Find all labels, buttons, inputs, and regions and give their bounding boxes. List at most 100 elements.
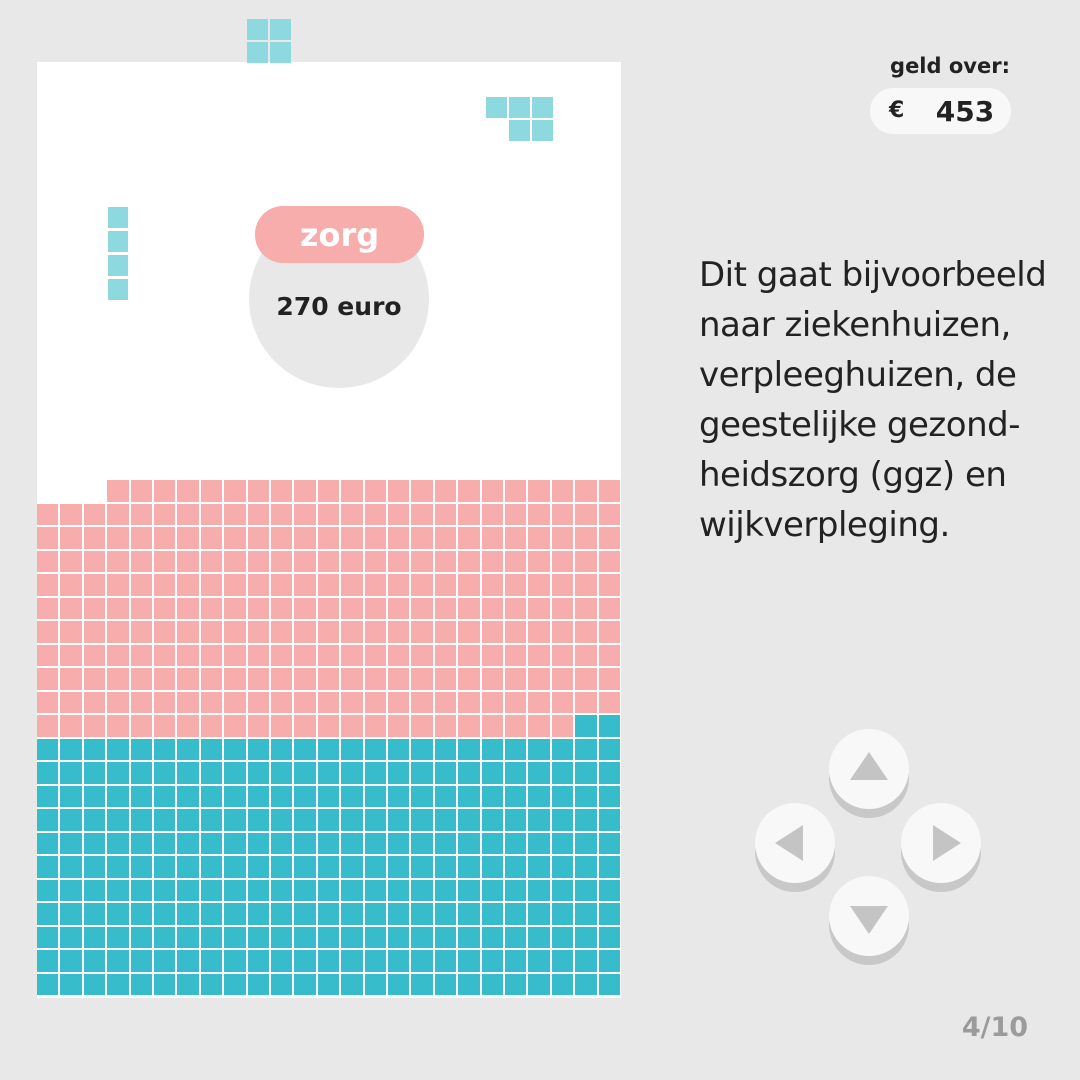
zorg-block bbox=[247, 597, 269, 619]
falling-piece-block bbox=[247, 19, 268, 40]
zorg-block bbox=[200, 621, 223, 643]
zorg-block bbox=[481, 691, 503, 713]
zorg-block bbox=[83, 621, 106, 643]
zorg-block bbox=[341, 691, 363, 713]
zorg-block bbox=[224, 644, 246, 666]
zorg-block bbox=[224, 480, 246, 502]
stack-block bbox=[177, 832, 199, 854]
zorg-block bbox=[481, 503, 503, 525]
stack-block bbox=[294, 856, 316, 878]
stack-block bbox=[364, 762, 386, 784]
stack-block bbox=[575, 973, 597, 995]
stack-block bbox=[481, 738, 503, 760]
left-button[interactable] bbox=[755, 803, 835, 883]
zorg-block bbox=[154, 550, 176, 572]
zorg-block bbox=[60, 668, 82, 690]
right-button[interactable] bbox=[901, 803, 981, 883]
falling-piece-block bbox=[486, 97, 507, 118]
stack-block bbox=[341, 785, 363, 807]
zorg-block bbox=[37, 574, 59, 596]
zorg-block bbox=[551, 480, 574, 502]
stack-block bbox=[224, 903, 246, 925]
stack-block bbox=[551, 762, 574, 784]
zorg-block bbox=[551, 644, 574, 666]
zorg-block bbox=[575, 550, 597, 572]
stack-block bbox=[411, 832, 433, 854]
zorg-block bbox=[60, 550, 82, 572]
zorg-block bbox=[458, 644, 480, 666]
zorg-block bbox=[458, 480, 480, 502]
stack-block bbox=[481, 950, 503, 972]
stack-block bbox=[575, 879, 597, 901]
stack-block bbox=[83, 809, 106, 831]
zorg-block bbox=[575, 597, 597, 619]
zorg-block bbox=[37, 668, 59, 690]
stack-block bbox=[341, 762, 363, 784]
stack-block bbox=[271, 879, 293, 901]
zorg-block bbox=[200, 715, 223, 737]
stack-block bbox=[37, 809, 59, 831]
stack-block bbox=[388, 809, 410, 831]
stack-block bbox=[575, 809, 597, 831]
zorg-block bbox=[37, 503, 59, 525]
stack-block bbox=[271, 856, 293, 878]
zorg-block bbox=[224, 691, 246, 713]
stack-block bbox=[317, 809, 340, 831]
down-button[interactable] bbox=[829, 876, 909, 956]
zorg-block bbox=[177, 503, 199, 525]
stack-block bbox=[411, 879, 433, 901]
zorg-block bbox=[458, 668, 480, 690]
stack-block bbox=[528, 926, 550, 948]
zorg-block bbox=[60, 597, 82, 619]
stack-block bbox=[528, 950, 550, 972]
zorg-block bbox=[434, 550, 457, 572]
zorg-block bbox=[37, 691, 59, 713]
zorg-block bbox=[364, 527, 386, 549]
stack-block bbox=[388, 762, 410, 784]
zorg-block bbox=[224, 574, 246, 596]
stack-block bbox=[200, 973, 223, 995]
stack-block bbox=[177, 879, 199, 901]
stack-block bbox=[411, 809, 433, 831]
stack-block bbox=[271, 809, 293, 831]
stack-block bbox=[154, 738, 176, 760]
stack-block bbox=[341, 879, 363, 901]
zorg-block bbox=[528, 644, 550, 666]
stack-block bbox=[388, 785, 410, 807]
stack-block bbox=[388, 856, 410, 878]
zorg-block bbox=[505, 503, 527, 525]
stack-block bbox=[341, 926, 363, 948]
stack-block bbox=[411, 926, 433, 948]
zorg-block bbox=[505, 597, 527, 619]
zorg-block bbox=[247, 691, 269, 713]
stack-block bbox=[505, 973, 527, 995]
stack-block bbox=[200, 832, 223, 854]
stack-block bbox=[294, 809, 316, 831]
zorg-block bbox=[247, 480, 269, 502]
stack-block bbox=[481, 973, 503, 995]
zorg-block bbox=[130, 597, 152, 619]
zorg-block bbox=[177, 550, 199, 572]
stack-block bbox=[551, 973, 574, 995]
zorg-block bbox=[434, 715, 457, 737]
stack-block bbox=[247, 950, 269, 972]
zorg-block bbox=[200, 480, 223, 502]
zorg-block bbox=[364, 550, 386, 572]
zorg-block bbox=[154, 503, 176, 525]
zorg-block bbox=[364, 621, 386, 643]
stack-block bbox=[528, 856, 550, 878]
zorg-block bbox=[130, 715, 152, 737]
zorg-block bbox=[505, 668, 527, 690]
zorg-block bbox=[271, 691, 293, 713]
stack-block bbox=[224, 785, 246, 807]
stack-block bbox=[551, 832, 574, 854]
stack-block bbox=[598, 950, 620, 972]
stack-block bbox=[505, 832, 527, 854]
zorg-block bbox=[130, 574, 152, 596]
zorg-block bbox=[177, 621, 199, 643]
stack-block bbox=[528, 903, 550, 925]
up-button[interactable] bbox=[829, 729, 909, 809]
stack-block bbox=[37, 832, 59, 854]
stack-block bbox=[598, 973, 620, 995]
zorg-block bbox=[317, 527, 340, 549]
